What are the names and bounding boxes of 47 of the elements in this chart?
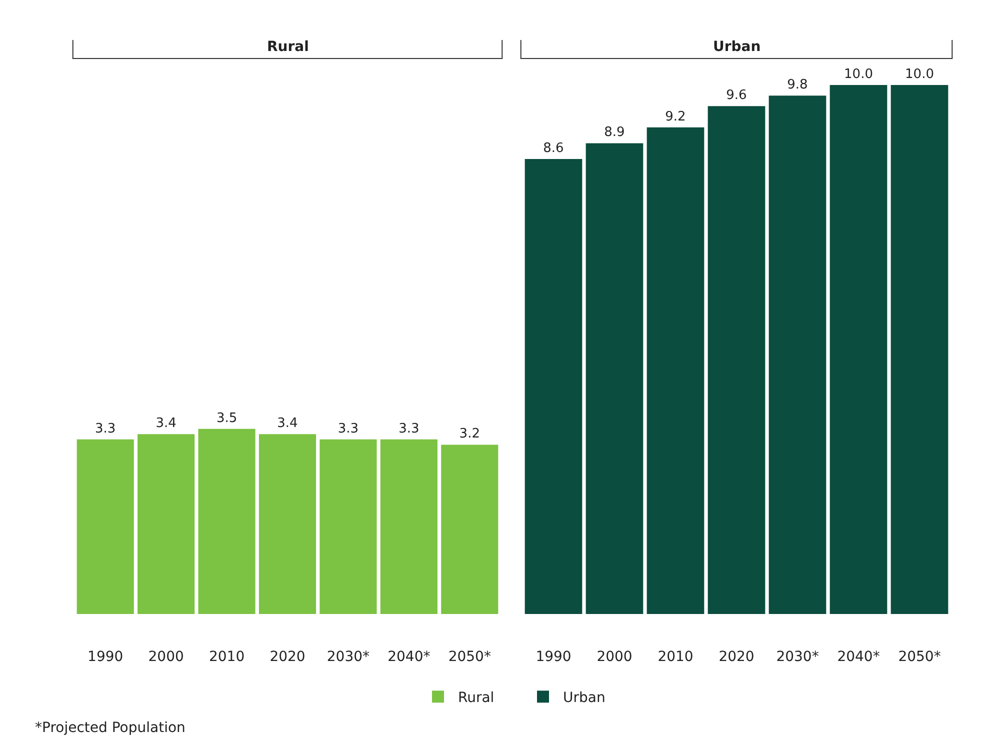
data-label: 3.3	[338, 421, 359, 436]
x-tick-label: 2050*	[898, 649, 941, 665]
x-tick-label: 2040*	[837, 649, 880, 665]
bar	[646, 127, 704, 614]
bar	[138, 434, 195, 614]
bar	[320, 439, 377, 614]
text: *Projected Population	[35, 720, 186, 736]
x-tick-label: 2010	[208, 649, 245, 665]
legend-label: Urban	[563, 690, 606, 706]
x-tick-label: 2020	[270, 649, 306, 665]
data-label: 3.3	[95, 421, 116, 436]
bar	[441, 444, 498, 614]
data-label: 9.6	[726, 88, 747, 104]
x-tick-label: 2020	[718, 649, 754, 665]
bar	[524, 159, 582, 614]
x-tick-label: 2000	[596, 649, 632, 665]
bar	[890, 85, 948, 614]
bar	[258, 434, 316, 614]
bar	[586, 143, 644, 614]
x-tick-label: 2030*	[776, 649, 819, 665]
data-label: 10.0	[844, 67, 873, 82]
data-label: 8.6	[543, 141, 564, 156]
chart-title: Rural	[267, 39, 309, 55]
data-label: 3.4	[156, 416, 176, 432]
bar	[830, 85, 888, 614]
bar	[380, 439, 438, 614]
bar	[76, 439, 134, 614]
data-label: 8.9	[604, 125, 625, 140]
x-tick-label: 2010	[658, 649, 694, 665]
data-label: 9.8	[787, 78, 808, 93]
legend-label: Rural	[458, 690, 494, 706]
x-tick-label: 2000	[148, 649, 184, 665]
data-label: 3.2	[459, 426, 480, 442]
x-tick-label: 1990	[88, 649, 124, 665]
data-label: 3.4	[277, 416, 298, 432]
x-tick-label: 1990	[536, 649, 572, 665]
chart-title: Urban	[713, 39, 761, 55]
x-tick-label: 2030*	[326, 649, 370, 665]
bar	[768, 96, 826, 614]
data-label: 3.5	[216, 410, 238, 426]
x-tick-label: 2050*	[448, 649, 491, 665]
data-label: 9.2	[665, 109, 686, 124]
bar	[198, 428, 256, 614]
x-tick-label: 2040*	[388, 649, 430, 665]
bar	[708, 106, 766, 614]
data-label: 10.0	[905, 67, 934, 82]
data-label: 3.3	[398, 421, 420, 436]
